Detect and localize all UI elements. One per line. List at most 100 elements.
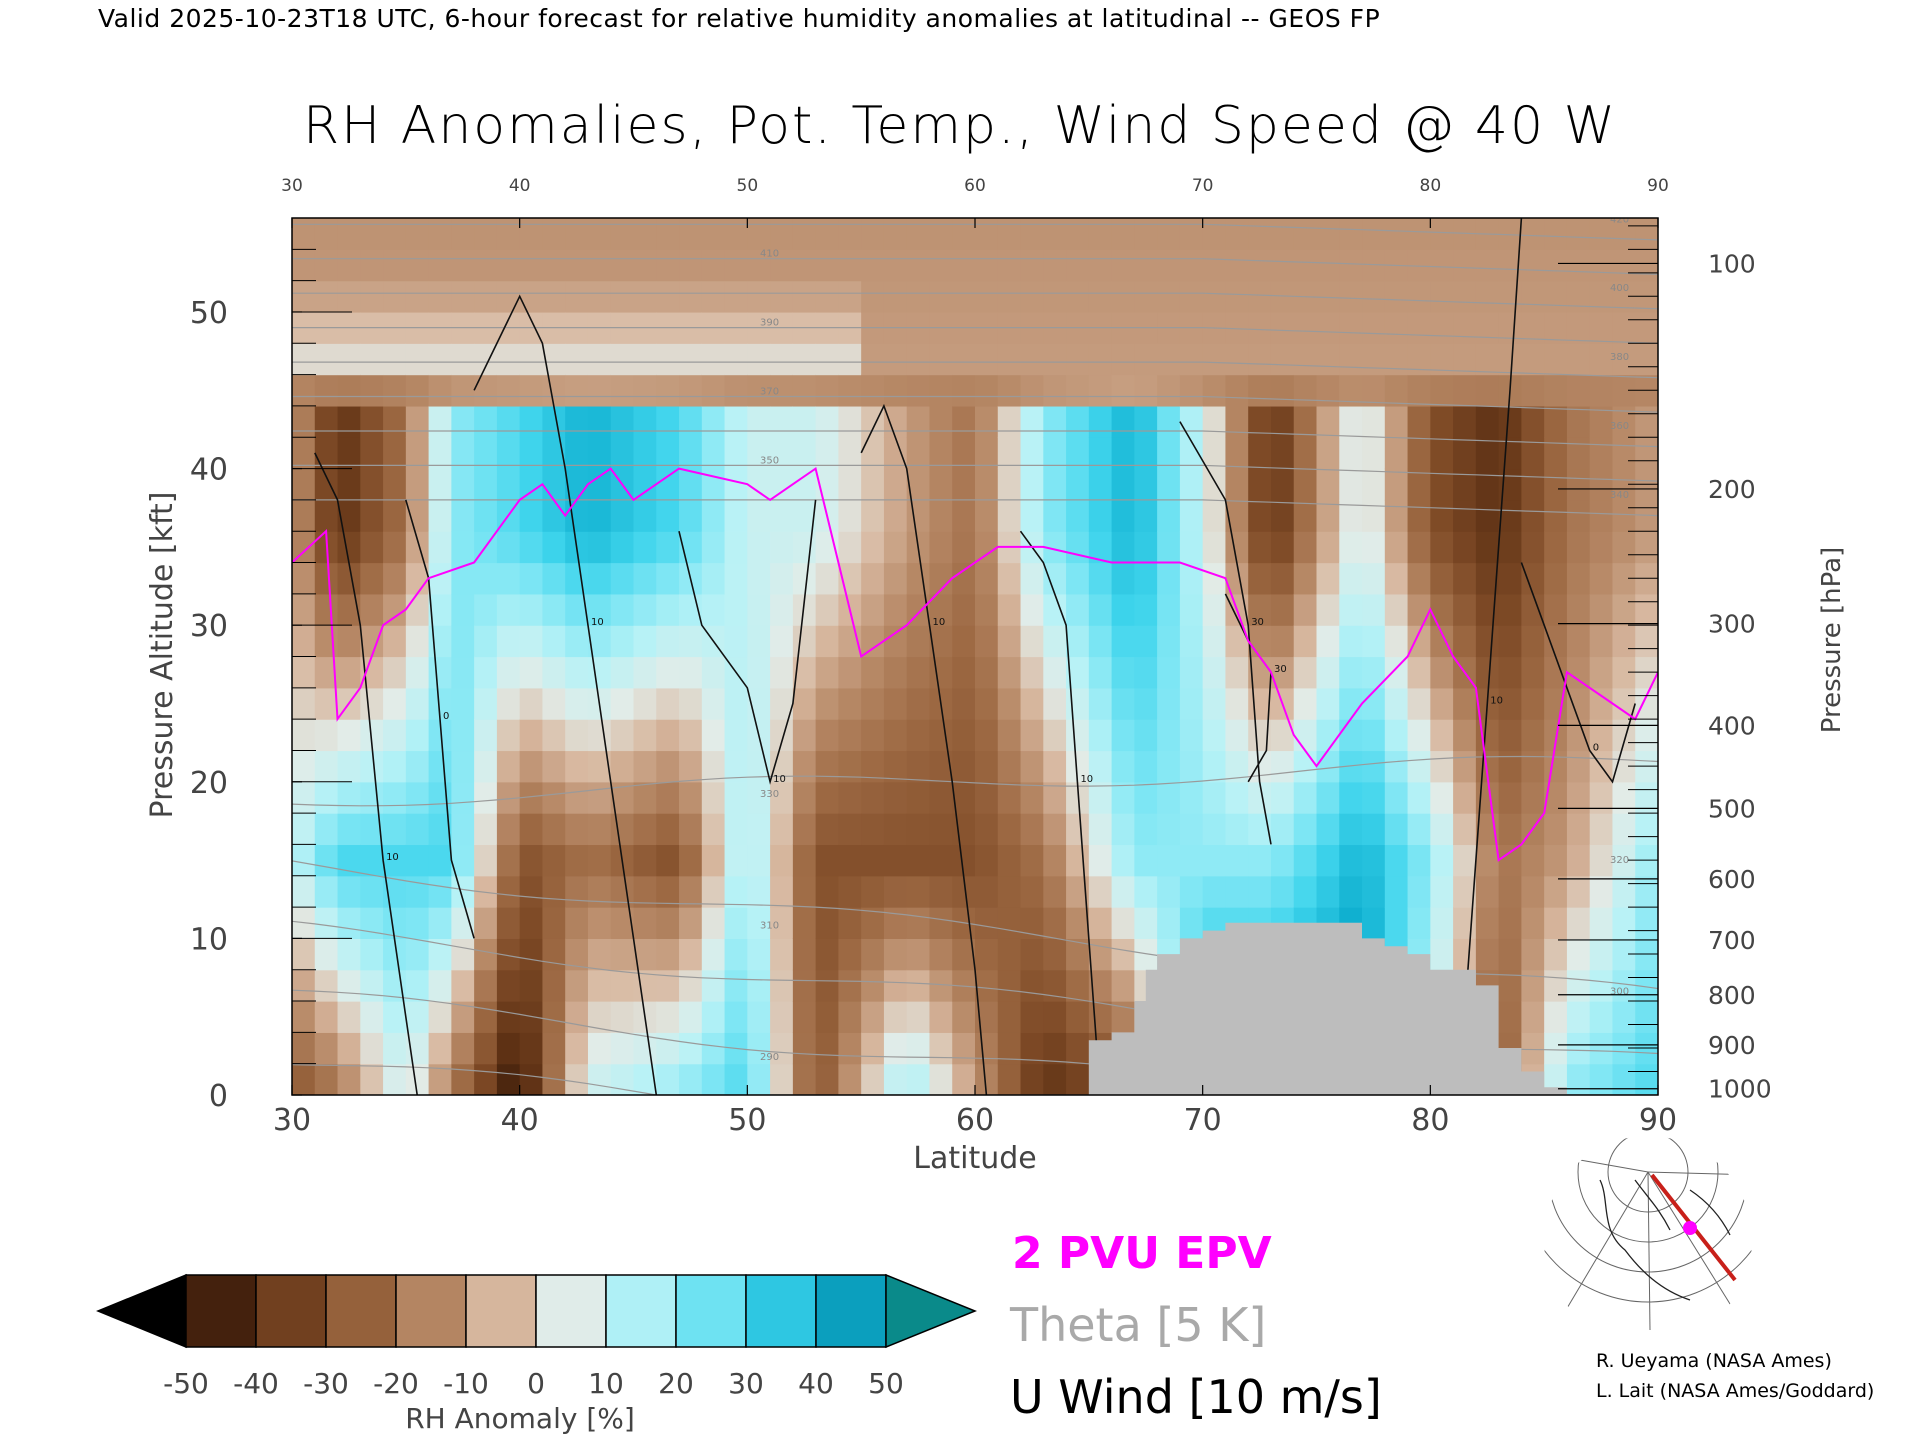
heat-cell xyxy=(929,249,953,282)
heat-cell xyxy=(1088,938,1113,971)
heat-cell xyxy=(428,562,452,595)
heat-cell xyxy=(292,531,316,564)
heat-cell xyxy=(724,468,748,501)
heat-cell xyxy=(1498,938,1522,971)
heat-cell xyxy=(474,813,498,846)
heat-cell xyxy=(474,656,498,689)
heat-cell xyxy=(838,280,862,313)
heat-cell xyxy=(701,781,726,814)
heat-cell xyxy=(405,781,430,814)
heat-cell xyxy=(542,656,566,689)
heat-cell xyxy=(1407,249,1431,282)
heat-cell xyxy=(1066,969,1090,1002)
heat-cell xyxy=(1430,813,1454,846)
heat-cell xyxy=(1111,813,1135,846)
heat-cell xyxy=(1111,468,1135,501)
heat-cell xyxy=(770,656,794,689)
heat-cell xyxy=(952,593,976,626)
heat-cell xyxy=(952,938,976,971)
heat-cell xyxy=(1362,813,1386,846)
heat-cell xyxy=(292,499,316,532)
heat-cell xyxy=(861,719,885,752)
heat-cell xyxy=(542,969,566,1002)
heat-cell xyxy=(474,969,498,1002)
heat-cell xyxy=(519,687,544,720)
heat-cell xyxy=(1407,813,1431,846)
heat-cell xyxy=(519,750,544,783)
heat-cell xyxy=(565,813,589,846)
heat-cell xyxy=(383,374,407,407)
heat-cell xyxy=(1020,625,1044,658)
heat-cell xyxy=(337,437,361,470)
heat-cell xyxy=(792,499,817,532)
heat-cell xyxy=(838,249,862,282)
heat-cell xyxy=(360,969,384,1002)
heat-cell xyxy=(770,781,794,814)
heat-cell xyxy=(997,656,1022,689)
heat-cell xyxy=(428,781,452,814)
heat-cell xyxy=(975,625,999,658)
heat-cell xyxy=(1407,656,1431,689)
heat-cell xyxy=(1566,1032,1591,1065)
heat-cell xyxy=(1043,218,1067,250)
heat-cell xyxy=(1475,938,1500,971)
heat-cell xyxy=(975,844,999,877)
heat-cell xyxy=(656,875,680,908)
heat-cell xyxy=(474,1001,498,1033)
heat-cell xyxy=(519,280,544,313)
heat-cell xyxy=(451,593,475,626)
heat-cell xyxy=(1020,1063,1044,1095)
heat-cell xyxy=(1316,405,1340,438)
heat-cell xyxy=(1589,875,1614,908)
heat-cell xyxy=(451,468,475,501)
heat-cell xyxy=(883,374,908,407)
colorbar-tick-label: -30 xyxy=(303,1367,349,1400)
heat-cell xyxy=(1521,249,1545,282)
heat-cell xyxy=(1544,468,1568,501)
heat-cell xyxy=(975,907,999,939)
heat-cell xyxy=(474,875,498,908)
heat-cell xyxy=(1384,405,1409,438)
heat-cell xyxy=(405,625,430,658)
heat-cell xyxy=(1043,969,1067,1002)
heat-cell xyxy=(496,1001,521,1033)
heat-cell xyxy=(474,249,498,282)
heat-cell xyxy=(1475,625,1500,658)
u-wind-label: 10 xyxy=(1080,774,1093,785)
heat-cell xyxy=(360,499,384,532)
heat-cell xyxy=(383,1063,407,1095)
heat-cell xyxy=(952,531,976,564)
heat-cell xyxy=(861,844,885,877)
heat-cell xyxy=(952,280,976,313)
heat-cell xyxy=(565,1063,589,1095)
heat-cell xyxy=(337,625,361,658)
heat-cell xyxy=(587,1001,612,1033)
heat-cell xyxy=(314,938,339,971)
heat-cell xyxy=(360,687,384,720)
heat-cell xyxy=(1566,625,1591,658)
heat-cell xyxy=(542,625,566,658)
heat-cell xyxy=(1430,907,1454,939)
heat-cell xyxy=(770,249,794,282)
heat-cell xyxy=(405,218,430,250)
heat-cell xyxy=(314,813,339,846)
heat-cell xyxy=(1612,625,1636,658)
heat-cell xyxy=(1498,656,1522,689)
heat-cell xyxy=(792,1063,817,1095)
heat-cell xyxy=(405,687,430,720)
heat-cell xyxy=(815,1032,839,1065)
heat-cell xyxy=(883,719,908,752)
heat-cell xyxy=(701,1001,726,1033)
heat-cell xyxy=(1612,562,1636,595)
heat-cell xyxy=(1134,875,1158,908)
heat-cell xyxy=(1202,562,1227,595)
heat-cell xyxy=(929,405,953,438)
heat-cell xyxy=(1316,593,1340,626)
heat-cell xyxy=(952,750,976,783)
heat-cell xyxy=(883,405,908,438)
heat-cell xyxy=(815,875,839,908)
heat-cell xyxy=(838,405,862,438)
heat-cell xyxy=(792,781,817,814)
heat-cell xyxy=(1475,875,1500,908)
heat-cell xyxy=(314,907,339,939)
